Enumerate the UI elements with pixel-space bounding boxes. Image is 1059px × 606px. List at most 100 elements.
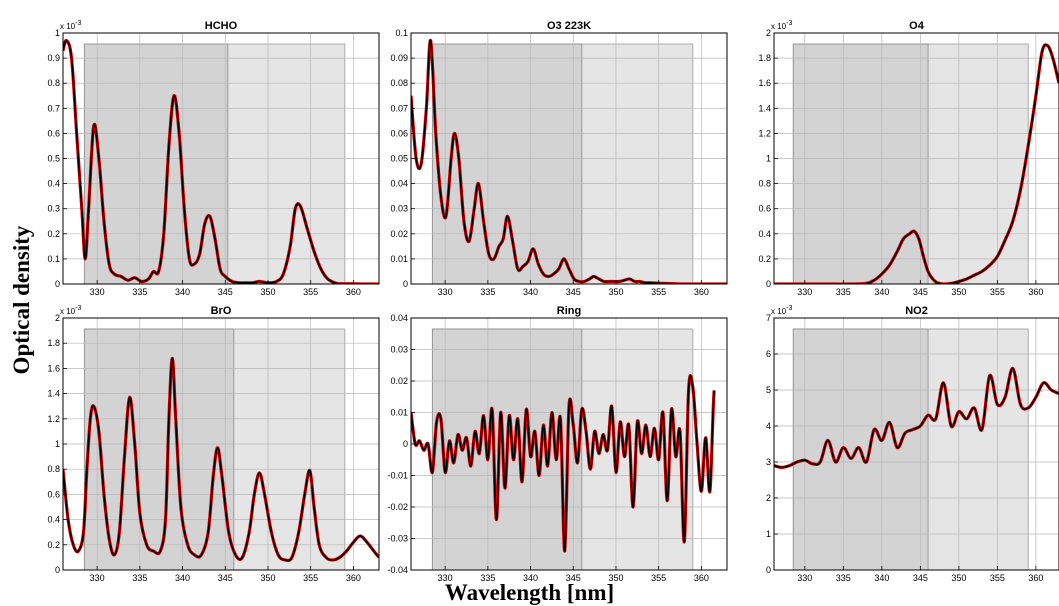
y-tick-label: 0: [55, 565, 60, 575]
y-tick-label: 0.9: [47, 53, 60, 63]
y-tick-label: 2: [55, 313, 60, 323]
y-tick-label: 0.2: [47, 229, 60, 239]
panel-hcho: 330 335 340 345 350 355 360 0 0.1 0.2 0.3 0.4 0.5 0.6…: [47, 20, 380, 297]
y-tick-label: 0: [55, 279, 60, 289]
x-tick-label: 330: [90, 287, 105, 297]
y-tick-label: 0.04: [390, 179, 408, 189]
y-tick-label: 3: [766, 457, 771, 467]
x-tick-label: 355: [990, 287, 1005, 297]
y-tick-label: 7: [766, 313, 771, 323]
y-tick-label: 1.4: [758, 103, 771, 113]
x-tick-label: 350: [260, 573, 275, 583]
y-tick-label: 5: [766, 385, 771, 395]
y-tick-label: 0.8: [47, 464, 60, 474]
y-tick-label: 0.8: [47, 78, 60, 88]
y-tick-label: 0.06: [390, 128, 408, 138]
x-tick-label: 360: [694, 573, 709, 583]
y-tick-label: 0.1: [47, 254, 60, 264]
y-tick-label: 0.4: [47, 179, 60, 189]
x-tick-label: 330: [438, 287, 453, 297]
y-tick-label: -0.04: [387, 565, 408, 575]
fit-window-inner: [83, 43, 229, 285]
panel-title: O4: [909, 20, 925, 32]
x-tick-label: 345: [218, 287, 233, 297]
y-tick-label: 0: [403, 279, 408, 289]
y-tick-label: 0.02: [390, 376, 408, 386]
y-tick-label: 0.6: [47, 489, 60, 499]
y-tick-label: 1.4: [47, 389, 60, 399]
y-tick-label: 0.01: [390, 408, 408, 418]
y-tick-label: -0.01: [387, 471, 408, 481]
y-tick-label: 0.09: [390, 53, 408, 63]
x-tick-label: 360: [346, 573, 361, 583]
x-tick-label: 355: [303, 287, 318, 297]
y-tick-label: 1: [766, 154, 771, 164]
x-tick-label: 355: [990, 573, 1005, 583]
x-tick-label: 355: [651, 287, 666, 297]
panel-o4: 330 335 340 345 350 355 360 0 0.2 0.4 0.6 0.8 1 1.2 1.…: [758, 20, 1059, 297]
panel-title: Ring: [557, 305, 581, 317]
y-tick-label: 0: [766, 565, 771, 575]
fit-window-inner: [792, 43, 929, 285]
figure-ylabel: Optical density: [9, 225, 34, 375]
panel-title: BrO: [211, 305, 232, 317]
y-tick-label: 0.05: [390, 154, 408, 164]
panel-title: O3 223K: [547, 20, 591, 32]
panel-title: HCHO: [205, 20, 238, 32]
x-tick-label: 335: [132, 287, 147, 297]
figure-xlabel: Wavelength [nm]: [444, 580, 615, 605]
x-tick-label: 335: [480, 287, 495, 297]
y-tick-label: 2: [766, 493, 771, 503]
y-tick-label: 0.4: [47, 515, 60, 525]
x-tick-label: 350: [951, 573, 966, 583]
y-tick-label: 0.6: [758, 204, 771, 214]
panel-title: NO2: [905, 305, 928, 317]
y-exponent: x 10-3: [60, 20, 81, 31]
y-tick-label: 0.02: [390, 229, 408, 239]
x-tick-label: 345: [566, 573, 581, 583]
y-exponent: x 10-3: [771, 305, 792, 316]
x-tick-label: 340: [175, 573, 190, 583]
series-line: [774, 367, 1059, 469]
y-tick-label: 0.2: [47, 540, 60, 550]
x-tick-label: 360: [1028, 573, 1043, 583]
series-line: [411, 39, 727, 284]
y-tick-label: 0.6: [47, 128, 60, 138]
y-tick-label: 1: [55, 28, 60, 38]
y-tick-label: 0: [766, 279, 771, 289]
x-tick-label: 330: [90, 573, 105, 583]
y-tick-label: -0.03: [387, 534, 408, 544]
x-tick-label: 335: [836, 287, 851, 297]
x-tick-label: 360: [694, 287, 709, 297]
x-tick-label: 340: [523, 573, 538, 583]
y-tick-label: 0.04: [390, 313, 408, 323]
y-tick-label: 1: [766, 529, 771, 539]
x-tick-label: 350: [608, 573, 623, 583]
x-tick-label: 350: [260, 287, 275, 297]
y-tick-label: 0.3: [47, 204, 60, 214]
y-tick-label: 0.4: [758, 229, 771, 239]
fit-window-inner: [83, 328, 235, 571]
y-tick-label: 6: [766, 349, 771, 359]
x-tick-label: 330: [797, 287, 812, 297]
series-line: [411, 374, 715, 552]
x-tick-label: 350: [608, 287, 623, 297]
fit-window-inner: [431, 43, 583, 285]
x-tick-label: 330: [438, 573, 453, 583]
y-exponent: x 10-3: [60, 305, 81, 316]
y-tick-label: 0.7: [47, 103, 60, 113]
x-tick-label: 355: [303, 573, 318, 583]
y-tick-label: 1.2: [758, 128, 771, 138]
y-tick-label: 1.8: [47, 338, 60, 348]
x-tick-label: 340: [523, 287, 538, 297]
y-tick-label: 0.1: [395, 28, 408, 38]
x-tick-label: 355: [651, 573, 666, 583]
panel-o3-223k: 330 335 340 345 350 355 360 0 0.01 0.02 0.03 0.04 0.…: [390, 20, 728, 297]
y-tick-label: 0.03: [390, 204, 408, 214]
x-tick-label: 330: [797, 573, 812, 583]
series-line: [63, 357, 379, 562]
y-tick-label: -0.02: [387, 502, 408, 512]
x-tick-label: 335: [480, 573, 495, 583]
